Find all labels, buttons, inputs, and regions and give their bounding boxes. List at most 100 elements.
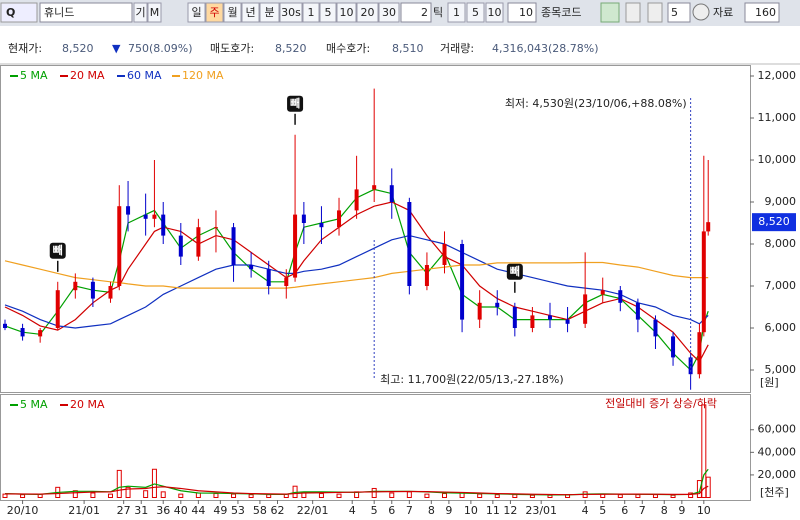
x-tick-label: 27	[117, 504, 131, 517]
toolbar-button[interactable]	[336, 2, 357, 23]
x-tick-label: 7	[406, 504, 413, 517]
toolbar-button-label: 주	[209, 6, 219, 19]
y-tick-label: 60,000	[758, 423, 797, 436]
x-tick-label: 23/01	[525, 504, 557, 517]
toolbar-button[interactable]	[133, 2, 148, 23]
toolbar-button[interactable]	[241, 2, 260, 23]
candle-body	[495, 302, 500, 307]
settings-button[interactable]	[692, 3, 710, 21]
volume-bar	[336, 493, 342, 499]
y-tick-label: 6,000	[765, 321, 797, 334]
x-tick-label: 5	[599, 504, 606, 517]
x-tick-label: 36	[156, 504, 170, 517]
candle-body	[354, 189, 359, 211]
toolbar-button-label: M	[150, 6, 160, 19]
x-tick-label: 20/10	[7, 504, 39, 517]
candle-body	[460, 244, 465, 320]
candle-body	[213, 227, 218, 229]
signal-box	[506, 263, 523, 280]
y-tick-label: 9,000	[765, 195, 797, 208]
y-tick-label: 11,000	[758, 111, 797, 124]
signal-box	[287, 95, 304, 112]
toolbar-button[interactable]	[356, 2, 379, 23]
code-icon[interactable]	[600, 2, 620, 23]
quote-label: 매도호가:	[210, 42, 254, 55]
tick-label: 틱	[433, 6, 443, 19]
toolbar-button-label: 월	[227, 6, 237, 19]
volume-bar	[688, 492, 694, 499]
toolbar-button-label: 5	[325, 6, 332, 19]
candle-body	[688, 357, 693, 375]
ma-line	[4, 234, 709, 329]
tick-input[interactable]	[507, 2, 537, 23]
y-tick-label: 10,000	[758, 153, 797, 166]
y-tick-label: 8,000	[765, 237, 797, 250]
toolbar-button[interactable]	[378, 2, 400, 23]
y-tick-label: 12,000	[758, 69, 797, 82]
toolbar-button[interactable]	[223, 2, 242, 23]
toolbar-button[interactable]	[302, 2, 320, 23]
candle-body	[706, 222, 711, 232]
data-count: 160	[755, 6, 776, 19]
stock-input[interactable]	[39, 2, 133, 23]
x-tick-label: 6	[621, 504, 628, 517]
toolbar-button-label: 5	[472, 6, 479, 19]
candle-body	[90, 281, 95, 299]
count-input[interactable]	[667, 2, 691, 23]
candle-body	[477, 302, 482, 320]
volume-bar	[107, 493, 113, 499]
x-tick-label: 12	[503, 504, 517, 517]
x-tick-label: 44	[191, 504, 205, 517]
volume-bar	[160, 491, 166, 499]
last-price-box	[752, 213, 796, 232]
volume-bar	[90, 492, 96, 499]
candle-body	[117, 206, 122, 286]
toolbar-button-label: 1	[308, 6, 315, 19]
toolbar-button-label: 일	[191, 5, 201, 19]
volume-bar	[389, 492, 395, 499]
quote-value: 4,316,043(28.78%)	[492, 42, 599, 55]
prev-button[interactable]	[625, 2, 641, 23]
candle-body	[161, 214, 166, 236]
candle-body	[301, 214, 306, 223]
candle-body	[38, 330, 43, 337]
toolbar	[0, 0, 800, 26]
ma-line	[4, 485, 709, 496]
volume-bar	[442, 493, 448, 499]
next-button[interactable]	[647, 2, 663, 23]
quote-label: ▼	[112, 42, 121, 55]
toolbar-button-label: 10	[340, 6, 354, 19]
toolbar-button[interactable]	[447, 2, 466, 23]
toolbar-button[interactable]	[319, 2, 337, 23]
candle-body	[55, 290, 60, 328]
candle-body	[143, 214, 148, 219]
tick-count-input[interactable]	[400, 2, 432, 23]
candle-body	[108, 286, 113, 299]
toolbar-button[interactable]	[485, 2, 504, 23]
x-tick-label: 53	[231, 504, 245, 517]
annotation: 최고: 11,700원(22/05/13,-27.18%)	[380, 373, 563, 386]
legend-label: 20 MA	[70, 398, 105, 411]
y-tick-label: 5,000	[765, 363, 797, 376]
candle-body	[178, 235, 183, 257]
volume-bar	[151, 468, 157, 498]
candle-body	[583, 294, 588, 324]
toolbar-button[interactable]	[259, 2, 280, 23]
candle-body	[319, 223, 324, 228]
candle-body	[284, 277, 289, 286]
candle-body	[372, 185, 377, 190]
search-button[interactable]	[0, 2, 38, 23]
toolbar-button[interactable]	[205, 2, 224, 23]
quote-value: 8,520	[62, 42, 94, 55]
toolbar-button[interactable]	[279, 2, 303, 23]
volume-bar	[318, 493, 324, 499]
data-count-select[interactable]	[744, 2, 780, 23]
toolbar-button[interactable]	[147, 2, 162, 23]
toolbar-button[interactable]	[187, 2, 206, 23]
candle-body	[20, 328, 25, 337]
price-panel	[0, 65, 751, 393]
toolbar-button[interactable]	[466, 2, 485, 23]
candle-body	[565, 319, 570, 324]
candle-body	[424, 265, 429, 286]
x-tick-label: 58	[253, 504, 267, 517]
